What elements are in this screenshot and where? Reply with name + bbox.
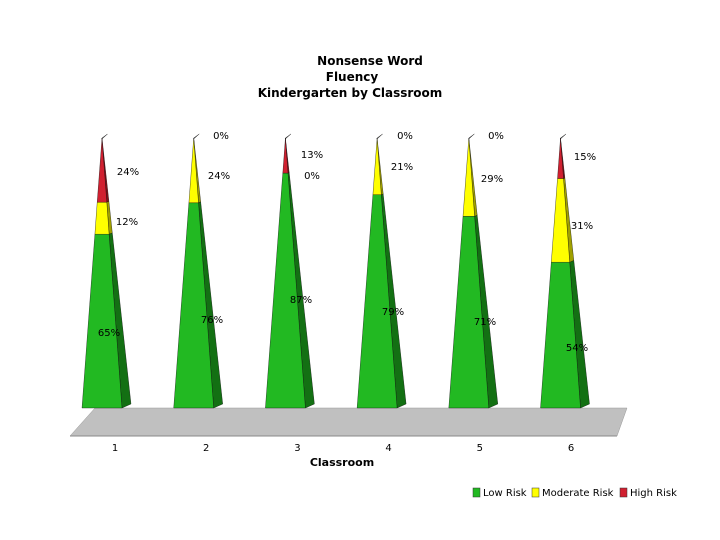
legend-label-low-risk: Low Risk [483,488,527,499]
data-label-1-high-risk: 24% [117,167,139,178]
chart-title-line-2: Fluency [326,70,379,84]
legend-swatch-moderate-risk [531,487,540,498]
x-tick-label-5: 5 [477,443,483,454]
data-label-3-moderate-risk: 0% [304,171,320,182]
x-tick-label-1: 1 [112,443,118,454]
data-label-4-low-risk: 79% [382,307,404,318]
pyramid-group: 65% 12% 24% 76% 24% 0% 87% 0% 13% 79% 21% 0% 71% 29% 0… [81,131,596,409]
pyramid-front-1-moderate-risk [94,202,110,235]
data-label-6-high-risk: 15% [574,152,596,163]
legend-label-moderate-risk: Moderate Risk [542,488,614,499]
data-label-5-low-risk: 71% [474,317,496,328]
pyramid-apex-1 [101,133,108,140]
pyramid-front-5-moderate-risk [462,137,475,217]
pyramid-front-1-high-risk [97,137,107,203]
legend-swatch-high-risk [619,487,628,498]
chart-title-line-1: Nonsense Word [317,54,423,68]
x-tick-label-4: 4 [385,443,391,454]
pyramid-front-2-moderate-risk [188,137,199,203]
data-label-3-low-risk: 87% [290,295,312,306]
data-label-3-high-risk: 13% [301,150,323,161]
x-tick-group: 1 2 3 4 5 6 [112,443,574,454]
x-tick-label-2: 2 [203,443,209,454]
x-tick-label-3: 3 [294,443,300,454]
x-tick-label-6: 6 [568,443,574,454]
data-label-5-moderate-risk: 29% [481,174,503,185]
pyramid-apex-5 [468,133,475,140]
data-label-6-moderate-risk: 31% [571,221,593,232]
data-label-2-moderate-risk: 24% [208,171,230,182]
data-label-1-moderate-risk: 12% [116,217,138,228]
data-label-2-high-risk: 0% [213,131,229,142]
data-label-1-low-risk: 65% [98,328,120,339]
data-label-5-high-risk: 0% [488,131,504,142]
x-axis-title: Classroom [310,456,374,469]
chart-title-line-3: Kindergarten by Classroom [258,86,443,100]
legend-swatch-low-risk [472,487,481,498]
pyramid-front-6-high-risk [557,137,564,179]
data-label-4-moderate-risk: 21% [391,162,413,173]
pyramid-apex-6 [560,133,567,140]
data-label-4-high-risk: 0% [397,131,413,142]
pyramid-apex-3 [285,133,292,140]
pyramid-front-4-moderate-risk [372,137,382,195]
data-label-6-low-risk: 54% [566,343,588,354]
pyramid-apex-2 [193,133,200,140]
pyramid-front-3-high-risk [282,137,289,174]
legend-label-high-risk: High Risk [630,488,677,499]
legend: Low Risk Moderate Risk High Risk [472,487,677,499]
chart-floor [69,407,628,437]
data-label-2-low-risk: 76% [201,315,223,326]
pyramid-apex-4 [376,133,383,140]
